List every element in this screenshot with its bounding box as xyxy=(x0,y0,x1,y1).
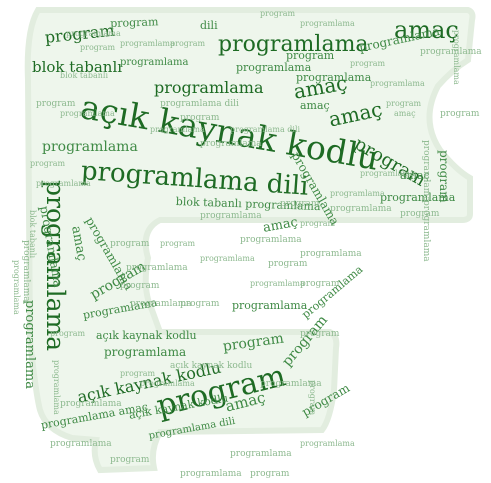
cloud-word-programlama: programlama xyxy=(421,140,431,202)
cloud-word-programlama: programlama xyxy=(232,299,308,312)
cloud-word-blok-tabanli: blok tabanlı xyxy=(28,210,37,259)
cloud-word-program: program xyxy=(180,113,220,123)
cloud-word-programlama: programlama xyxy=(296,71,372,84)
cloud-word-programlama: programlama xyxy=(66,29,121,38)
cloud-word-programlama: programlama xyxy=(60,399,122,409)
cloud-word-program: program xyxy=(268,259,308,269)
cloud-word-programlama: programlama xyxy=(22,300,37,389)
cloud-word-program: program xyxy=(400,209,440,219)
cloud-word-program: program xyxy=(286,49,335,62)
cloud-word-programlama: programlama xyxy=(120,39,175,48)
cloud-word-programlama: programlama xyxy=(126,263,188,273)
cloud-word-programlama: programlama xyxy=(330,204,392,214)
cloud-word-programlama: programlama xyxy=(300,19,355,28)
cloud-word-programlama: programlama xyxy=(140,379,195,388)
cloud-word-blok-tabanli: blok tabanlı xyxy=(60,71,109,80)
cloud-word-programlama: programlama xyxy=(360,169,415,178)
cloud-word-programlama: programlama xyxy=(200,139,262,149)
cloud-word-dili: dili xyxy=(200,19,218,32)
cloud-word-program: program xyxy=(386,99,422,108)
cloud-word-program: program xyxy=(109,15,159,30)
cloud-word-programlama: programlama xyxy=(250,279,305,288)
cloud-word-program: program xyxy=(110,455,150,465)
cloud-word-amac: amaç xyxy=(300,99,330,112)
cloud-word-acik-kaynak-kodlu: açık kaynak kodlu xyxy=(170,361,253,371)
cloud-word-program: program xyxy=(280,199,320,209)
cloud-word-programlama: programlama xyxy=(330,189,385,198)
cloud-word-amac: amaç xyxy=(394,16,459,44)
cloud-word-programlama: programlama xyxy=(300,249,362,259)
cloud-word-programlama-dili: programlama dili xyxy=(230,125,301,134)
cloud-word-program: program xyxy=(180,299,220,309)
cloud-word-program: program xyxy=(308,380,317,416)
cloud-word-program: program xyxy=(440,109,480,119)
cloud-word-programlama: programlama xyxy=(52,360,61,415)
cloud-word-programlama: programlama xyxy=(200,254,255,263)
cloud-word-program: program xyxy=(120,369,156,378)
cloud-word-programlama: programlama xyxy=(452,30,461,85)
cloud-word-programlama: programlama xyxy=(370,79,425,88)
cloud-word-amac: amaç xyxy=(400,169,430,182)
cloud-word-programlama: programlama xyxy=(420,47,482,57)
cloud-word-programlama: programlama xyxy=(260,379,322,389)
cloud-word-program: program xyxy=(160,239,196,248)
cloud-word-programlama: programlama xyxy=(230,449,292,459)
cloud-word-program: program xyxy=(260,9,296,18)
cloud-word-programlama: programlama xyxy=(36,179,91,188)
cloud-word-program: program xyxy=(80,43,116,52)
cloud-word-program: program xyxy=(110,239,150,249)
cloud-word-programlama: programlama xyxy=(180,469,242,479)
cloud-word-program: program xyxy=(50,329,86,338)
cloud-word-program: program xyxy=(30,159,66,168)
shape-fill xyxy=(24,7,476,474)
cloud-word-amac: amaç xyxy=(394,109,416,118)
cloud-word-program: program xyxy=(36,99,76,109)
cloud-word-programlama: programlama xyxy=(150,125,205,134)
cloud-word-programlama: programlama xyxy=(42,139,138,155)
cloud-word-programlama: programlama xyxy=(380,191,456,204)
cloud-word-programlama-dili: programlama dili xyxy=(160,99,239,109)
cloud-word-program: program xyxy=(350,59,386,68)
cloud-word-program: program xyxy=(300,219,336,228)
cloud-word-program: program xyxy=(120,281,160,291)
cloud-word-programlama: programlama xyxy=(240,235,302,245)
cloud-word-programlama: programlama xyxy=(300,439,355,448)
cloud-word-programlama: programlama xyxy=(130,299,192,309)
cloud-word-programlama: programlama xyxy=(236,61,312,74)
cloud-word-programlama: programlama xyxy=(421,200,431,262)
cloud-word-programlama: programlama xyxy=(154,78,264,97)
cloud-word-program: program xyxy=(300,329,340,339)
cloud-word-programlama: programlama xyxy=(218,32,369,57)
cloud-word-acik-kaynak-kodlu: açık kaynak kodlu xyxy=(96,329,197,342)
cloud-word-program: program xyxy=(170,39,206,48)
cloud-word-program: program xyxy=(250,469,290,479)
cloud-word-programlama: programlama xyxy=(12,260,21,315)
cloud-word-programlama: programlama xyxy=(60,109,115,118)
cloud-word-programlama: programlama xyxy=(50,439,112,449)
cloud-word-blok-tabanli: blok tabanlı xyxy=(32,58,123,76)
cloud-word-programlama: programlama xyxy=(200,211,262,221)
cloud-word-programlama: programlama xyxy=(120,57,189,68)
cloud-word-programlama: programlama xyxy=(104,345,187,359)
cloud-word-program: program xyxy=(300,279,340,289)
